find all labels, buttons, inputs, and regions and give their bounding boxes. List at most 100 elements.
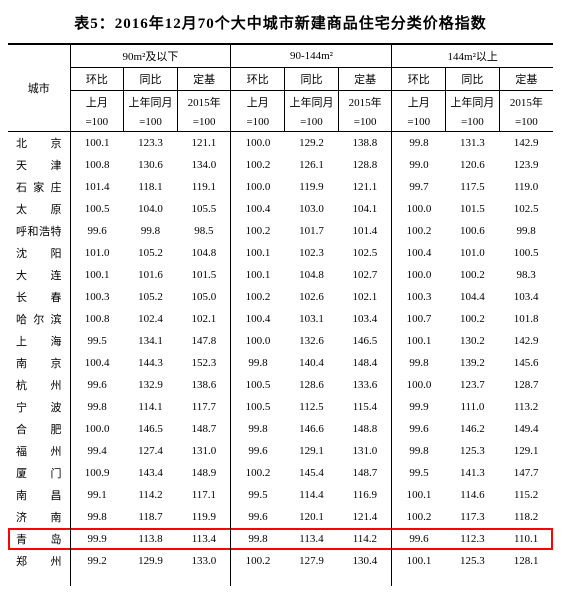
value-cell: 118.1 (124, 176, 178, 198)
value-cell: 117.7 (177, 396, 231, 418)
value-cell: 120.1 (285, 506, 339, 528)
table-row: 福 州99.4127.4131.099.6129.1131.099.8125.3… (8, 440, 553, 462)
city-cell: 福 州 (8, 440, 70, 462)
value-cell: 103.1 (285, 308, 339, 330)
city-cell: 青 岛 (8, 528, 70, 550)
value-cell: 102.3 (285, 242, 339, 264)
value-cell: 114.2 (338, 528, 392, 550)
value-cell: 148.9 (177, 462, 231, 484)
header-dj: 定基 (177, 68, 231, 91)
value-cell: 100.1 (231, 242, 285, 264)
city-cell: 南 昌 (8, 484, 70, 506)
value-cell: 99.7 (392, 176, 446, 198)
cutoff-row (8, 572, 553, 586)
value-cell: 101.0 (446, 242, 500, 264)
header-sub: =100 (446, 113, 500, 132)
value-cell: 131.3 (446, 132, 500, 155)
value-cell: 100.4 (231, 308, 285, 330)
value-cell: 132.6 (285, 330, 339, 352)
city-cell: 沈 阳 (8, 242, 70, 264)
header-tb: 同比 (124, 68, 178, 91)
value-cell: 129.1 (499, 440, 553, 462)
value-cell: 99.6 (70, 220, 124, 242)
value-cell: 100.5 (231, 396, 285, 418)
value-cell: 121.4 (338, 506, 392, 528)
value-cell: 128.1 (499, 550, 553, 572)
value-cell: 119.0 (499, 176, 553, 198)
value-cell: 152.3 (177, 352, 231, 374)
value-cell: 105.5 (177, 198, 231, 220)
header-group-2: 90-144m² (231, 44, 392, 68)
table-row: 哈 尔 滨100.8102.4102.1100.4103.1103.4100.7… (8, 308, 553, 330)
value-cell: 99.9 (392, 396, 446, 418)
value-cell: 100.1 (392, 330, 446, 352)
value-cell: 100.2 (231, 462, 285, 484)
header-dj: 定基 (499, 68, 553, 91)
header-dj: 定基 (338, 68, 392, 91)
value-cell: 100.2 (392, 220, 446, 242)
value-cell: 100.4 (70, 352, 124, 374)
value-cell: 131.0 (338, 440, 392, 462)
value-cell: 121.1 (177, 132, 231, 155)
header-sub: =100 (285, 113, 339, 132)
header-sub: 上月 (70, 91, 124, 114)
value-cell: 100.6 (446, 220, 500, 242)
city-cell: 大 连 (8, 264, 70, 286)
header-sub: =100 (338, 113, 392, 132)
value-cell: 138.8 (338, 132, 392, 155)
value-cell: 100.5 (231, 374, 285, 396)
table-row: 石 家 庄101.4118.1119.1100.0119.9121.199.71… (8, 176, 553, 198)
value-cell: 100.1 (70, 264, 124, 286)
city-cell: 厦 门 (8, 462, 70, 484)
value-cell: 115.2 (499, 484, 553, 506)
value-cell: 125.3 (446, 440, 500, 462)
city-cell: 郑 州 (8, 550, 70, 572)
header-group-1: 90m²及以下 (70, 44, 231, 68)
header-sub: =100 (499, 113, 553, 132)
city-cell: 太 原 (8, 198, 70, 220)
value-cell: 99.6 (392, 418, 446, 440)
header-sub: 2015年 (177, 91, 231, 114)
city-cell: 呼和浩特 (8, 220, 70, 242)
value-cell: 130.4 (338, 550, 392, 572)
header-hb: 环比 (70, 68, 124, 91)
value-cell: 99.6 (392, 528, 446, 550)
header-sub: 2015年 (338, 91, 392, 114)
table-row: 上 海99.5134.1147.8100.0132.6146.5100.1130… (8, 330, 553, 352)
value-cell: 99.8 (231, 352, 285, 374)
value-cell: 133.0 (177, 550, 231, 572)
table-row: 天 津100.8130.6134.0100.2126.1128.899.0120… (8, 154, 553, 176)
value-cell: 100.5 (499, 242, 553, 264)
value-cell: 121.1 (338, 176, 392, 198)
value-cell: 146.2 (446, 418, 500, 440)
header-sub: 2015年 (499, 91, 553, 114)
value-cell: 100.1 (231, 264, 285, 286)
value-cell: 146.5 (124, 418, 178, 440)
value-cell: 102.5 (499, 198, 553, 220)
header-sub: 上月 (231, 91, 285, 114)
value-cell: 99.8 (231, 418, 285, 440)
value-cell: 105.2 (124, 286, 178, 308)
city-cell: 合 肥 (8, 418, 70, 440)
value-cell: 148.4 (338, 352, 392, 374)
value-cell: 146.6 (285, 418, 339, 440)
value-cell: 147.8 (177, 330, 231, 352)
value-cell: 131.0 (177, 440, 231, 462)
table-header: 城市 90m²及以下 90-144m² 144m²以上 环比 同比 定基 环比 … (8, 44, 553, 132)
header-group-3: 144m²以上 (392, 44, 553, 68)
value-cell: 99.0 (392, 154, 446, 176)
value-cell: 101.5 (177, 264, 231, 286)
value-cell: 100.7 (392, 308, 446, 330)
value-cell: 141.3 (446, 462, 500, 484)
header-tb: 同比 (446, 68, 500, 91)
city-cell: 杭 州 (8, 374, 70, 396)
value-cell: 98.5 (177, 220, 231, 242)
table-row: 沈 阳101.0105.2104.8100.1102.3102.5100.410… (8, 242, 553, 264)
value-cell: 100.2 (231, 220, 285, 242)
value-cell: 101.6 (124, 264, 178, 286)
value-cell: 100.1 (70, 132, 124, 155)
value-cell: 129.2 (285, 132, 339, 155)
value-cell: 123.3 (124, 132, 178, 155)
value-cell: 100.0 (392, 264, 446, 286)
value-cell: 100.3 (392, 286, 446, 308)
